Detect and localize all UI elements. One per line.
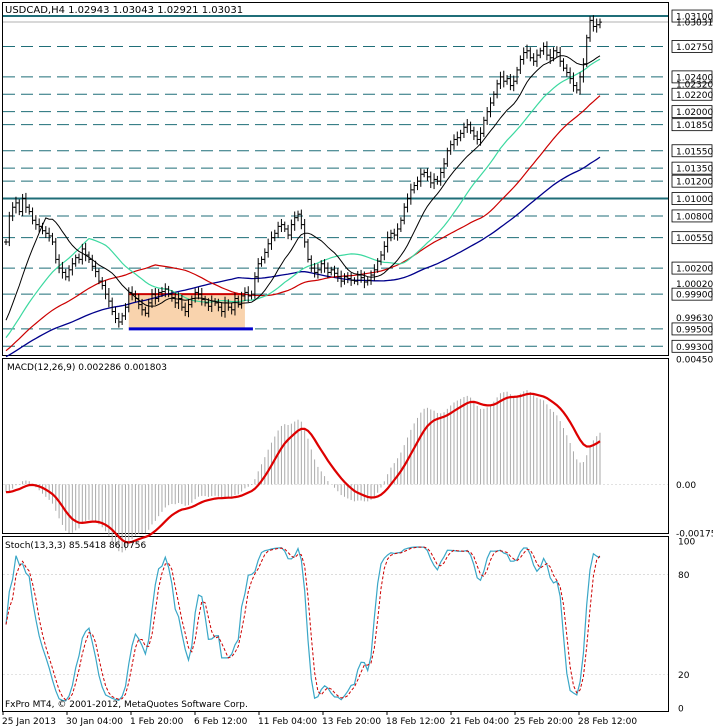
time-tick-label: 25 Feb 20:00 <box>514 717 573 727</box>
price-label: 1.02750 <box>676 43 713 53</box>
macd-tick-label: 0.004509 <box>676 356 713 366</box>
price-label-box <box>671 174 713 188</box>
price-label-box <box>671 192 713 205</box>
time-tick-label: 13 Feb 20:00 <box>322 717 381 727</box>
stoch-tick-label: 100 <box>678 538 695 548</box>
price-label: 1.03100 <box>676 13 713 23</box>
price-label: 1.01550 <box>676 147 713 157</box>
price-label: 1.00020 <box>676 280 713 290</box>
price-label: 1.00200 <box>676 265 713 275</box>
time-tick-label: 21 Feb 04:00 <box>450 717 509 727</box>
price-label: 0.99300 <box>676 343 713 353</box>
price-bars <box>4 15 602 328</box>
ma-line-red <box>5 95 601 352</box>
time-tick-label: 11 Feb 04:00 <box>258 717 317 727</box>
price-label: 1.01850 <box>676 121 713 131</box>
price-label: 1.03031 <box>676 19 713 29</box>
time-tick-label: 28 Feb 12:00 <box>578 717 637 727</box>
price-label: 1.00800 <box>676 212 713 222</box>
price-label: 1.00550 <box>676 234 713 244</box>
price-label: 1.01200 <box>676 178 713 188</box>
moving-averages <box>5 55 601 358</box>
price-label-box <box>671 144 713 158</box>
stoch-tick-label: 20 <box>678 671 690 681</box>
macd-indicator <box>3 390 668 553</box>
main-pane-frame <box>2 2 669 356</box>
stoch-tick-label: 0 <box>678 705 684 715</box>
macd-signal-line <box>5 392 601 544</box>
price-label: 1.01000 <box>676 195 713 205</box>
price-label-box <box>671 118 713 132</box>
price-label-box <box>671 70 713 84</box>
horizontal-levels[interactable] <box>3 15 668 347</box>
ma-line-black <box>5 55 601 321</box>
macd-tick-label: 0.00 <box>676 481 696 491</box>
price-label: 0.99500 <box>676 325 713 335</box>
time-tick-label: 18 Feb 12:00 <box>386 717 445 727</box>
copyright-text: FxPro MT4, © 2001-2012, MetaQuotes Softw… <box>5 700 248 710</box>
price-label-box <box>671 261 713 275</box>
chart-title: USDCAD,H4 1.02943 1.03043 1.02921 1.0303… <box>5 5 243 16</box>
price-label-box <box>671 105 713 119</box>
price-label: 1.02320 <box>676 80 713 90</box>
ma-line-blue <box>5 156 601 358</box>
stochastic-indicator <box>3 546 668 702</box>
price-label: 1.02200 <box>676 91 713 101</box>
time-axis-labels: 25 Jan 2013 30 Jan 04:00 1 Feb 20:00 6 Feb … <box>2 711 637 727</box>
price-label-box <box>671 209 713 223</box>
price-label-box <box>671 9 713 23</box>
price-label-box <box>671 231 713 245</box>
price-label-box <box>671 40 713 53</box>
price-label: 1.02000 <box>676 108 713 118</box>
time-tick-label: 25 Jan 2013 <box>2 717 56 727</box>
stoch-main-line <box>5 546 601 702</box>
stoch-tick-label: 80 <box>678 571 690 581</box>
time-tick-label: 30 Jan 04:00 <box>66 717 123 727</box>
macd-title: MACD(12,26,9) 0.002286 0.001803 <box>7 363 167 373</box>
price-label-box <box>671 87 713 101</box>
stoch-title: Stoch(13,3,3) 85.5418 86.0756 <box>5 541 146 551</box>
macd-tick-label: -0.00175 <box>676 530 713 540</box>
price-label: 0.99900 <box>676 291 713 301</box>
macd-axis-labels: 0.004509 0.00 -0.00175 <box>676 356 713 540</box>
ma-line-aqua <box>5 58 601 338</box>
stoch-axis-labels: 100 80 20 0 <box>678 538 695 715</box>
time-tick-label: 6 Feb 12:00 <box>194 717 248 727</box>
stoch-pane-frame <box>2 536 669 712</box>
price-label-box <box>671 161 713 175</box>
macd-pane-frame <box>2 358 669 534</box>
price-label: 0.99630 <box>676 314 713 324</box>
price-label-box <box>671 339 713 353</box>
stoch-signal-line <box>5 546 601 701</box>
time-tick-label: 1 Feb 20:00 <box>130 717 184 727</box>
price-label-box <box>671 322 713 336</box>
price-label: 1.02400 <box>676 73 713 83</box>
price-label: 1.01350 <box>676 165 713 175</box>
price-label-box <box>671 287 713 301</box>
